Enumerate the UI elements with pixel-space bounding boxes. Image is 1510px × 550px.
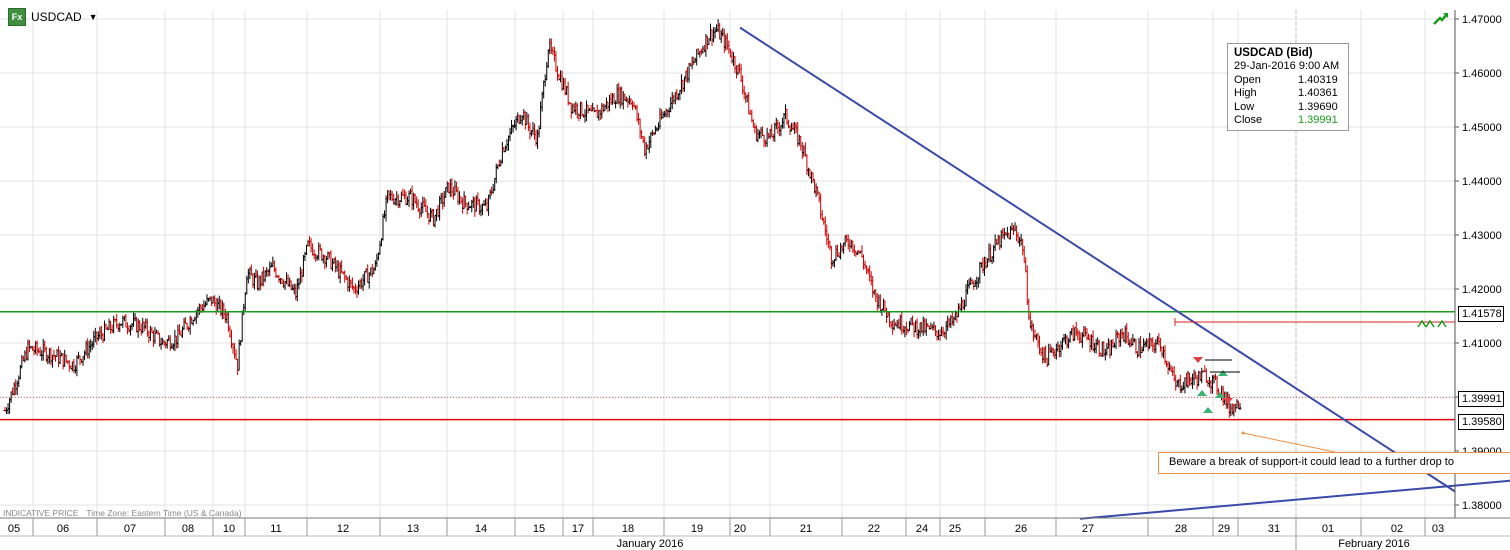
x-tick-label: 13 — [407, 523, 419, 535]
buy-marker — [1215, 392, 1225, 398]
y-tick-label: 1.38000 — [1462, 500, 1502, 512]
symbol-label: USDCAD — [31, 10, 82, 24]
price-type-label: INDICATIVE PRICE — [3, 508, 79, 518]
x-tick-label: 25 — [949, 523, 961, 535]
ohlc-bar — [112, 315, 116, 334]
support-price-label: 1.39580 — [1458, 414, 1504, 430]
resistance-price-label: 1.41578 — [1458, 306, 1504, 322]
trend-up-icon[interactable] — [1432, 9, 1450, 32]
buy-marker — [1218, 370, 1228, 376]
alert-up-icon — [1417, 319, 1435, 328]
sell-marker — [1223, 398, 1233, 404]
ohlc-bar — [243, 292, 247, 311]
x-tick-label: 15 — [533, 523, 545, 535]
y-tick-label: 1.43000 — [1462, 230, 1502, 242]
x-tick-label: 07 — [124, 523, 136, 535]
annotation-note[interactable]: Beware a break of support-it could lead … — [1158, 452, 1510, 474]
x-tick-label: 06 — [57, 523, 69, 535]
x-tick-label: 01 — [1322, 523, 1334, 535]
tooltip-datetime: 29-Jan-2016 9:00 AM — [1234, 60, 1340, 72]
x-tick-label: 31 — [1268, 523, 1280, 535]
x-tick-label: 11 — [270, 523, 281, 535]
current-price-label: 1.39991 — [1458, 391, 1504, 407]
x-tick-label: 14 — [475, 523, 487, 535]
y-tick-label: 1.47000 — [1462, 14, 1502, 26]
x-tick-label: 18 — [622, 523, 634, 535]
downtrend-line[interactable] — [739, 26, 1456, 493]
x-tick-label: 22 — [868, 523, 880, 535]
timezone-label: Time Zone: Eastern Time (US & Canada) — [86, 508, 242, 518]
x-tick-label: 24 — [916, 523, 928, 535]
x-tick-label: 26 — [1015, 523, 1027, 535]
alert-icons[interactable] — [1417, 319, 1447, 328]
tooltip-row-low: Low 1.39690 — [1234, 100, 1338, 113]
footer-note: INDICATIVE PRICE Time Zone: Eastern Time … — [3, 508, 250, 518]
month-label-feb: February 2016 — [1338, 538, 1410, 550]
y-tick-label: 1.41000 — [1462, 338, 1502, 350]
x-tick-label: 20 — [734, 523, 746, 535]
x-tick-label: 02 — [1391, 523, 1403, 535]
y-tick-label: 1.44000 — [1462, 176, 1502, 188]
x-tick-label: 05 — [8, 523, 20, 535]
annotation-anchor — [1241, 431, 1245, 435]
x-tick-label: 17 — [572, 523, 584, 535]
tooltip-row-high: High 1.40361 — [1234, 87, 1338, 100]
symbol-selector[interactable]: Fx USDCAD ▼ — [8, 7, 98, 27]
month-label-jan: January 2016 — [617, 538, 684, 550]
sell-marker — [1193, 357, 1203, 363]
alert-up-icon — [1437, 319, 1447, 328]
y-tick-label: 1.45000 — [1462, 122, 1502, 134]
x-tick-label: 28 — [1175, 523, 1187, 535]
x-tick-label: 27 — [1082, 523, 1094, 535]
fx-icon: Fx — [8, 8, 26, 26]
tooltip-title: USDCAD (Bid) — [1234, 47, 1313, 59]
x-tick-label: 10 — [223, 523, 235, 535]
buy-marker — [1197, 390, 1207, 396]
triangle-down-icon[interactable]: ▼ — [88, 12, 98, 22]
uptrend-line[interactable] — [1079, 479, 1510, 520]
x-tick-label: 19 — [691, 523, 703, 535]
ohlc-bar — [1238, 403, 1242, 411]
x-tick-label: 29 — [1218, 523, 1230, 535]
x-tick-label: 08 — [182, 523, 194, 535]
y-tick-label: 1.42000 — [1462, 284, 1502, 296]
ohlc-tooltip: USDCAD (Bid) 29-Jan-2016 9:00 AM Open 1.4… — [1227, 43, 1349, 131]
annotation-connector — [1242, 432, 1336, 453]
x-tick-label: 12 — [337, 523, 349, 535]
x-tick-label: 21 — [800, 523, 812, 535]
x-tick-label: 03 — [1432, 523, 1444, 535]
tooltip-row-close: Close 1.39991 — [1234, 114, 1338, 127]
y-tick-label: 1.46000 — [1462, 68, 1502, 80]
ohlc-bar — [304, 244, 309, 256]
tooltip-row-open: Open 1.40319 — [1234, 73, 1338, 86]
buy-marker — [1203, 407, 1213, 413]
ohlc-bar — [240, 310, 244, 342]
